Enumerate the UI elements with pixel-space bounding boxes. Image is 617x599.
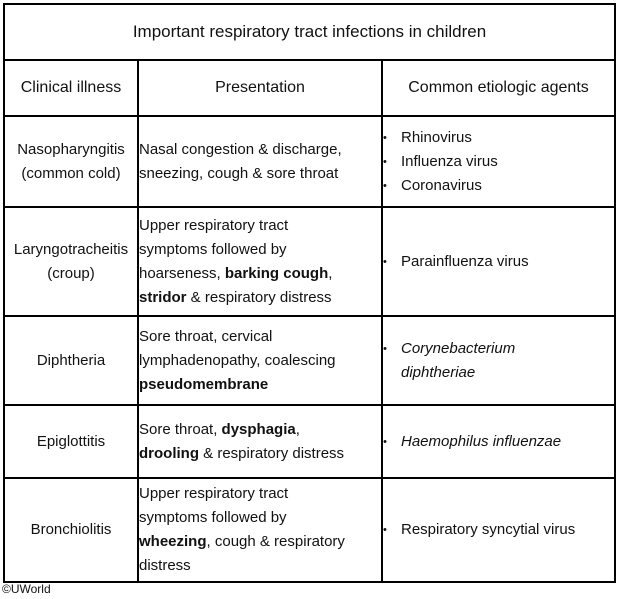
agent-name: Respiratory syncytial virus [401, 521, 576, 538]
agent-name: Coronavirus [401, 176, 482, 194]
list-item: • Respiratory syncytial virus [383, 518, 614, 542]
illness-alias: (croup) [47, 264, 95, 282]
table-row: Laryngotracheitis (croup) Upper respirat… [3, 206, 617, 317]
presentation-line: wheezing, cough & respiratory [139, 530, 381, 554]
illness-name: Laryngotracheitis [13, 240, 129, 258]
presentation-text: & respiratory distress [186, 288, 332, 306]
illness-name: Diphtheria [36, 351, 106, 369]
agents-cell: • Respiratory syncytial virus [380, 477, 617, 583]
presentation-line: symptoms followed by [139, 509, 287, 526]
presentation-line: pseudomembrane [139, 373, 381, 397]
agents-list: • Haemophilus influenzae [383, 430, 614, 454]
bullet-icon: • [383, 155, 387, 168]
agents-list: • Parainfluenza virus [383, 250, 614, 274]
bullet-icon: • [383, 179, 387, 192]
presentation-cell: Upper respiratory tract symptoms followe… [137, 477, 383, 583]
agents-cell: • Rhinovirus • Influenza virus • Coronaviru… [380, 115, 617, 208]
table-row: Bronchiolitis Upper respiratory tract sy… [3, 477, 617, 583]
presentation-line: Upper respiratory tract [139, 485, 289, 502]
illness-cell: Bronchiolitis [3, 477, 139, 583]
presentation-cell: Sore throat, dysphagia, drooling & respi… [137, 404, 383, 479]
table-row: Nasopharyngitis (common cold) Nasal cong… [3, 115, 617, 208]
illness-cell: Epiglottitis [3, 404, 139, 479]
list-item: • Parainfluenza virus [383, 250, 614, 274]
agent-name: Corynebacterium [401, 339, 516, 357]
header-clinical-illness: Clinical illness [3, 59, 139, 117]
illness-cell: Nasopharyngitis (common cold) [3, 115, 139, 208]
presentation-text: hoarseness, [139, 264, 225, 282]
presentation-text: , cough & respiratory [206, 533, 345, 550]
agents-list: • Rhinovirus • Influenza virus • Coronaviru… [383, 126, 614, 198]
table-row: Diphtheria Sore throat, cervical lymphad… [3, 315, 617, 406]
presentation-line: sneezing, cough & sore throat [139, 164, 339, 182]
agents-cell: • Haemophilus influenzae [380, 404, 617, 479]
agent-name: Rhinovirus [401, 128, 472, 146]
presentation-cell: Nasal congestion & discharge, sneezing, … [137, 115, 383, 208]
key-symptom: drooling [139, 444, 199, 462]
presentation-text: , [328, 264, 333, 282]
agent-name: diphtheriae [401, 363, 476, 381]
copyright-notice: ©UWorld [2, 582, 51, 596]
illness-cell: Diphtheria [3, 315, 139, 406]
illness-alias: (common cold) [21, 164, 121, 182]
presentation-line: stridor & respiratory distress [139, 286, 381, 310]
presentation-line: Upper respiratory tract [139, 216, 289, 234]
key-symptom: barking cough [224, 264, 329, 282]
key-symptom: wheezing [139, 533, 207, 550]
key-symptom: pseudomembrane [139, 375, 269, 393]
presentation-line: symptoms followed by [139, 240, 287, 258]
presentation-line: drooling & respiratory distress [139, 442, 381, 466]
agents-list: • Respiratory syncytial virus [383, 518, 614, 542]
key-symptom: stridor [139, 288, 187, 306]
presentation-line: Sore throat, dysphagia, [139, 418, 381, 442]
illness-name: Nasopharyngitis [17, 140, 125, 158]
respiratory-infections-table: Important respiratory tract infections i… [2, 3, 617, 583]
list-item: • Corynebacterium diphtheriae [383, 337, 614, 385]
list-item: • Influenza virus [383, 150, 614, 174]
agents-cell: • Corynebacterium diphtheriae [380, 315, 617, 406]
illness-name: Epiglottitis [36, 432, 106, 450]
list-item: • Coronavirus [383, 174, 614, 198]
table-title: Important respiratory tract infections i… [2, 3, 617, 61]
bullet-icon: • [383, 524, 387, 536]
bullet-icon: • [383, 255, 387, 268]
presentation-line: hoarseness, barking cough, [139, 262, 381, 286]
table-row: Epiglottitis Sore throat, dysphagia, dro… [3, 404, 617, 479]
list-item: • Rhinovirus [383, 126, 614, 150]
bullet-icon: • [383, 131, 387, 144]
illness-cell: Laryngotracheitis (croup) [3, 206, 139, 317]
agent-name: Parainfluenza virus [401, 252, 529, 270]
presentation-text: , [295, 420, 300, 438]
header-presentation: Presentation [137, 59, 383, 117]
agents-list: • Corynebacterium diphtheriae [383, 337, 614, 385]
presentation-cell: Sore throat, cervical lymphadenopathy, c… [137, 315, 383, 406]
presentation-line: lymphadenopathy, coalescing [139, 351, 336, 369]
agent-name: Influenza virus [401, 152, 498, 170]
presentation-text: Sore throat, [139, 420, 222, 438]
presentation-cell: Upper respiratory tract symptoms followe… [137, 206, 383, 317]
header-etiologic-agents: Common etiologic agents [380, 59, 617, 117]
agents-cell: • Parainfluenza virus [380, 206, 617, 317]
agent-name: Haemophilus influenzae [401, 432, 562, 450]
bullet-icon: • [383, 435, 387, 448]
illness-name: Bronchiolitis [30, 521, 112, 538]
presentation-line: distress [139, 557, 191, 574]
list-item: • Haemophilus influenzae [383, 430, 614, 454]
presentation-line: Nasal congestion & discharge, [139, 140, 342, 158]
presentation-line: Sore throat, cervical [139, 327, 273, 345]
bullet-icon: • [383, 342, 387, 355]
presentation-text: & respiratory distress [199, 444, 345, 462]
key-symptom: dysphagia [221, 420, 296, 438]
